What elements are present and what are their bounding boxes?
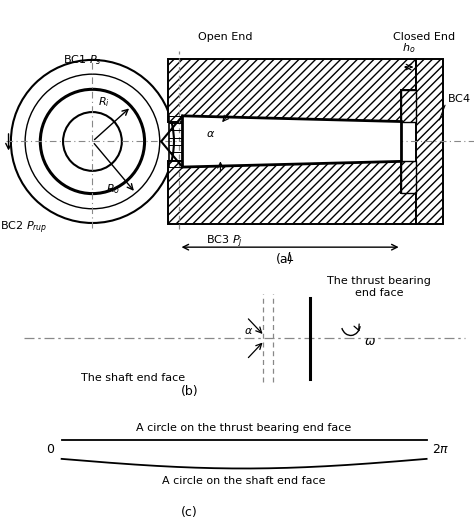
Text: A circle on the thrust bearing end face: A circle on the thrust bearing end face [137,423,352,433]
Text: BC4 $P_t$: BC4 $P_t$ [447,92,474,106]
Text: $\alpha$: $\alpha$ [206,129,215,139]
Text: $L$: $L$ [286,251,294,264]
Text: (a): (a) [276,253,293,266]
Polygon shape [416,59,443,224]
Polygon shape [401,162,416,192]
Text: BC3 $P_j$: BC3 $P_j$ [206,234,243,251]
Polygon shape [182,116,401,167]
Text: 0: 0 [46,443,55,456]
Text: A circle on the shaft end face: A circle on the shaft end face [163,476,326,486]
Text: $\omega$: $\omega$ [364,335,376,348]
Text: (c): (c) [181,506,198,519]
Text: The shaft end face: The shaft end face [81,373,185,383]
Text: $R_o$: $R_o$ [106,182,120,196]
Text: $h_o$: $h_o$ [402,41,415,55]
Text: The thrust bearing
end face: The thrust bearing end face [327,276,431,298]
Text: BC2 $P_{rup}$: BC2 $P_{rup}$ [0,220,47,236]
Text: $\alpha$: $\alpha$ [245,326,254,336]
Polygon shape [168,59,416,121]
Text: Closed End: Closed End [393,32,456,42]
Text: BC1 $P_s$: BC1 $P_s$ [63,53,101,66]
Text: Open End: Open End [198,32,252,42]
Polygon shape [401,90,416,121]
Polygon shape [168,162,416,224]
Text: $R_i$: $R_i$ [98,95,110,109]
Text: (b): (b) [181,385,199,398]
Text: $2\pi$: $2\pi$ [432,443,450,456]
